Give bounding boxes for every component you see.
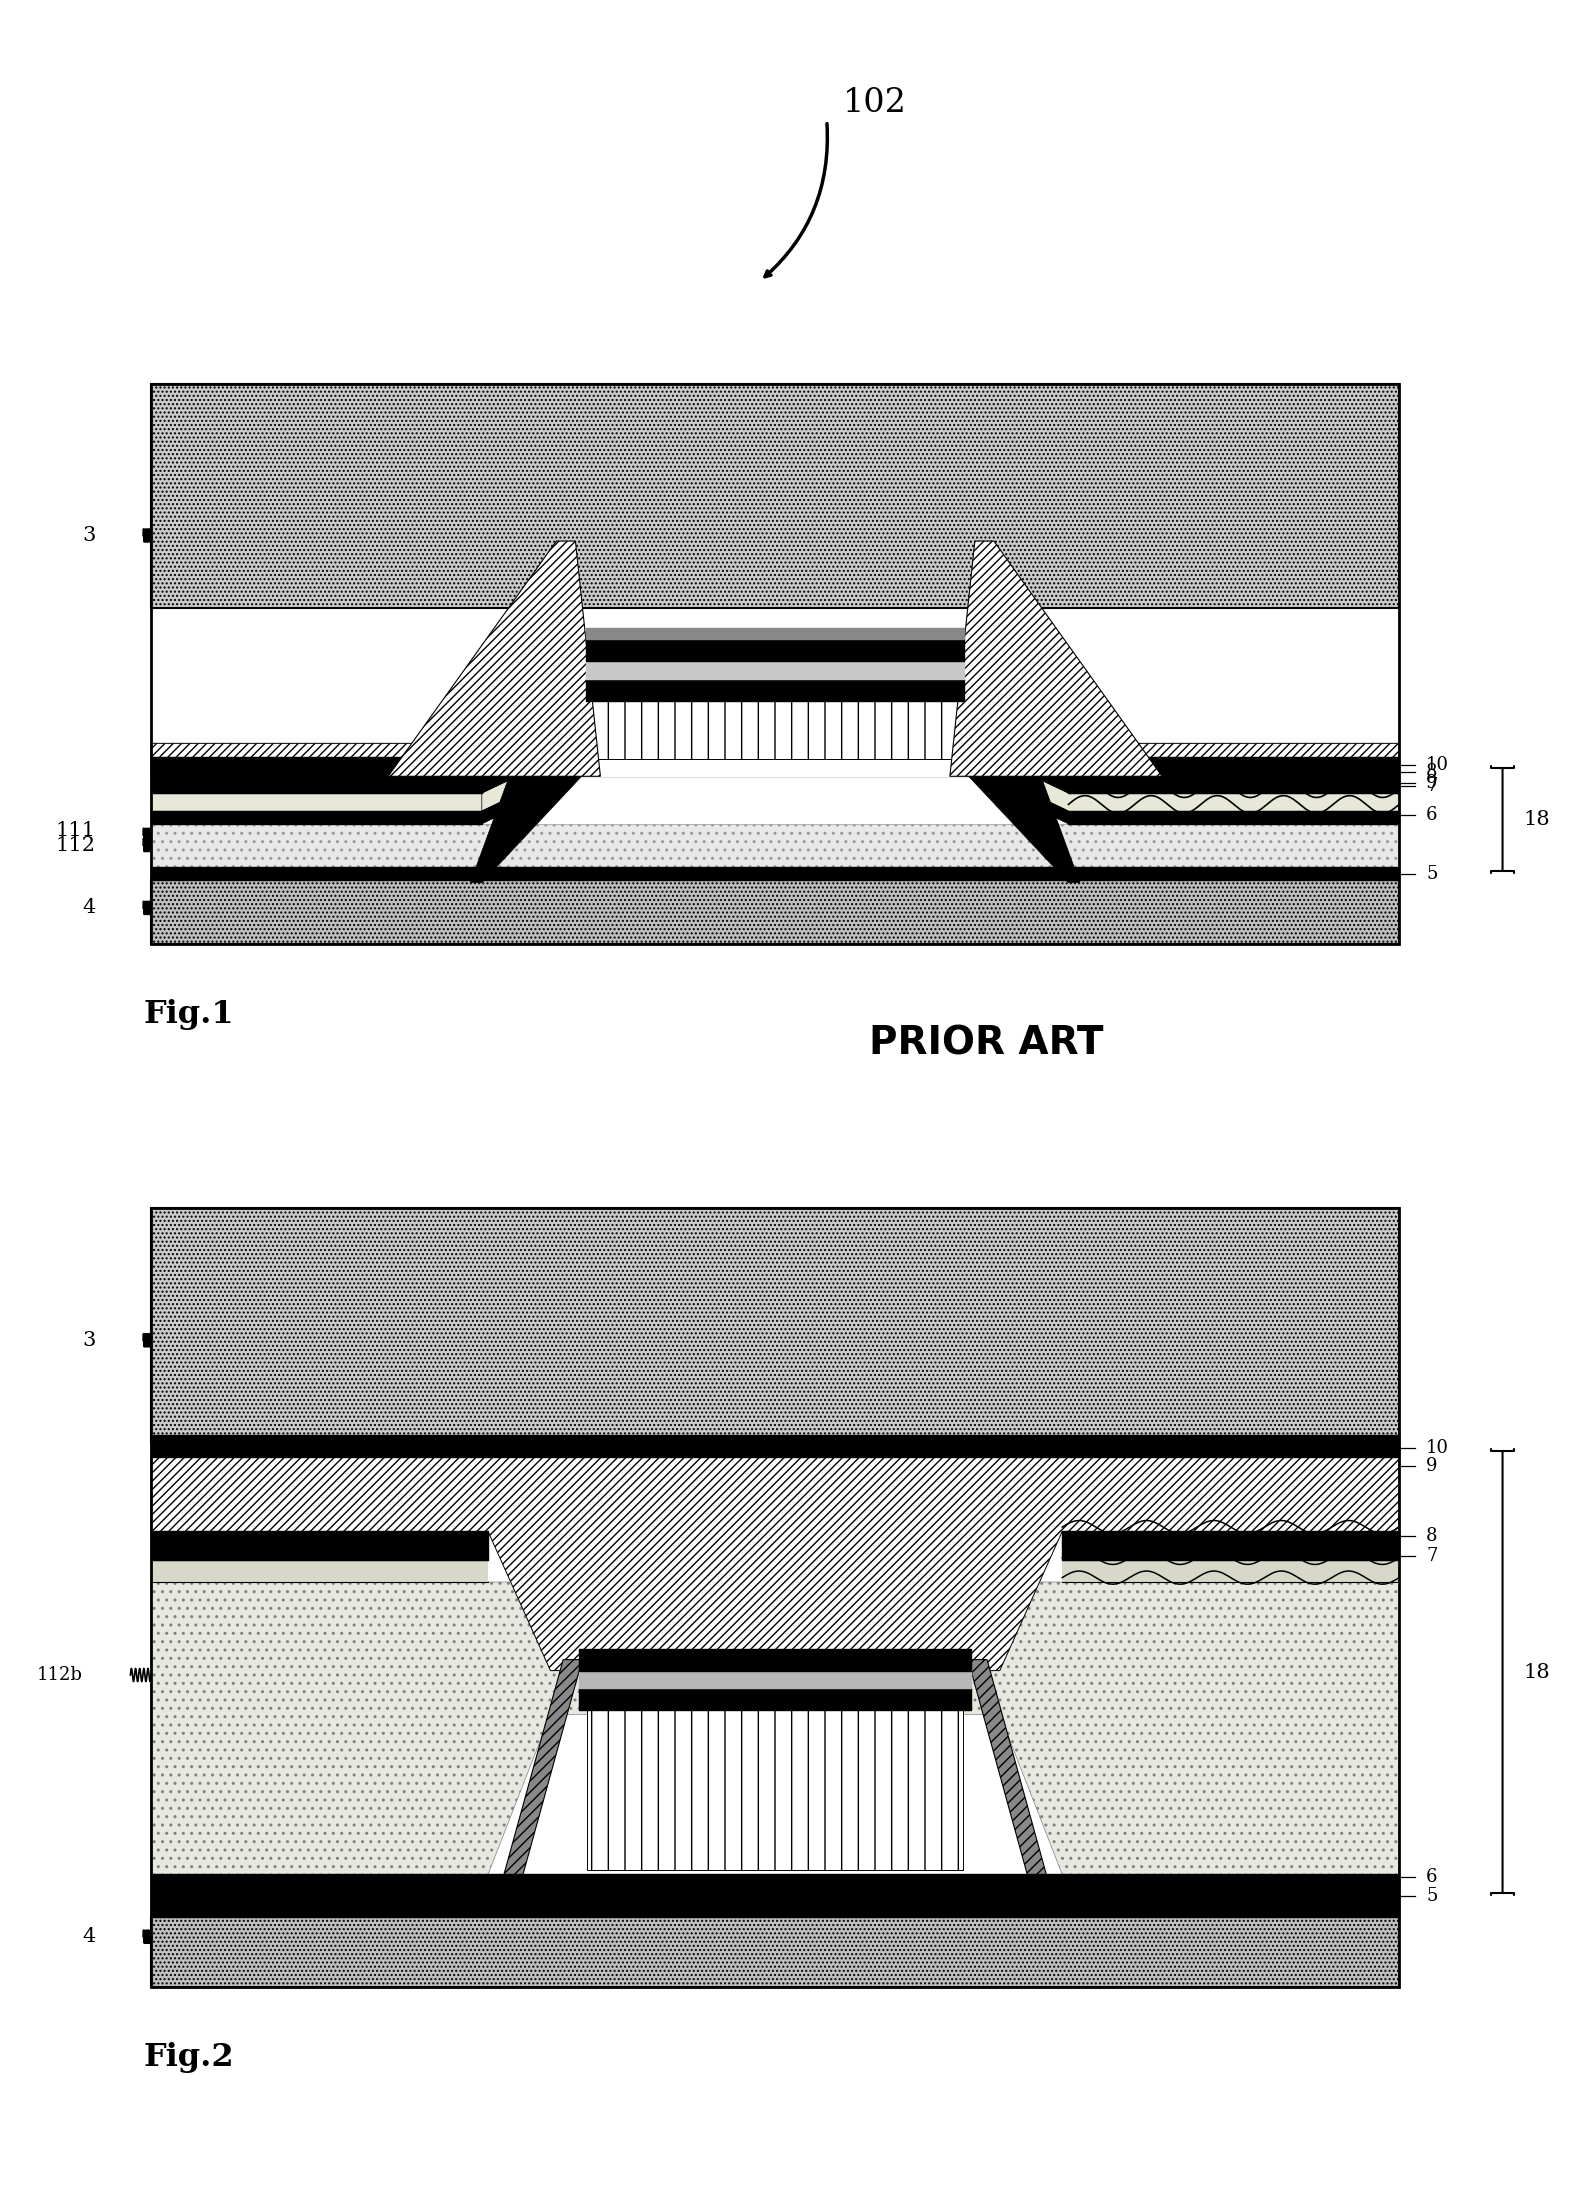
Text: 5: 5 xyxy=(1426,1886,1437,1904)
Polygon shape xyxy=(151,1581,1399,1875)
Text: 3: 3 xyxy=(83,527,95,545)
Text: 9: 9 xyxy=(1426,773,1437,793)
Text: 5: 5 xyxy=(1426,865,1437,883)
Polygon shape xyxy=(968,729,1068,793)
Bar xyxy=(587,1711,964,1871)
Bar xyxy=(151,384,1399,608)
Text: 10: 10 xyxy=(1426,1441,1448,1458)
Polygon shape xyxy=(968,712,1399,777)
Text: Fig.1: Fig.1 xyxy=(143,999,234,1030)
Bar xyxy=(151,384,1399,944)
Text: 112b: 112b xyxy=(37,1667,83,1684)
Polygon shape xyxy=(482,744,582,810)
Polygon shape xyxy=(388,540,601,777)
Text: 9: 9 xyxy=(1426,1458,1437,1476)
Text: 18: 18 xyxy=(1523,1662,1550,1682)
Polygon shape xyxy=(482,764,582,824)
Bar xyxy=(151,1917,1399,1987)
Polygon shape xyxy=(151,712,582,777)
Text: 8: 8 xyxy=(1426,1526,1437,1544)
Bar xyxy=(151,881,1399,944)
Text: 4: 4 xyxy=(83,898,95,918)
Text: PRIOR ART: PRIOR ART xyxy=(868,1023,1103,1063)
Text: 18: 18 xyxy=(1523,810,1550,828)
Text: 7: 7 xyxy=(1426,777,1437,795)
Polygon shape xyxy=(504,1660,582,1875)
Text: 7: 7 xyxy=(1426,1546,1437,1564)
Text: Fig.2: Fig.2 xyxy=(143,2042,234,2073)
Polygon shape xyxy=(968,744,1068,810)
Polygon shape xyxy=(949,540,1162,777)
Polygon shape xyxy=(151,1458,1399,1671)
Bar xyxy=(151,824,1399,867)
Text: 10: 10 xyxy=(1426,755,1448,775)
Text: 112: 112 xyxy=(56,834,95,854)
Polygon shape xyxy=(968,630,1080,883)
Text: 8: 8 xyxy=(1426,762,1437,782)
Text: 111: 111 xyxy=(56,821,95,841)
Polygon shape xyxy=(968,764,1068,824)
Polygon shape xyxy=(968,1660,1046,1875)
Polygon shape xyxy=(471,630,582,883)
Bar xyxy=(151,1208,1399,1443)
Text: 6: 6 xyxy=(1426,1867,1437,1886)
Text: 3: 3 xyxy=(83,1331,95,1351)
Bar xyxy=(151,1208,1399,1987)
Text: 6: 6 xyxy=(1426,806,1437,824)
Text: 102: 102 xyxy=(843,88,906,119)
Polygon shape xyxy=(482,729,582,793)
Text: 4: 4 xyxy=(83,1928,95,1946)
Bar xyxy=(588,701,962,760)
